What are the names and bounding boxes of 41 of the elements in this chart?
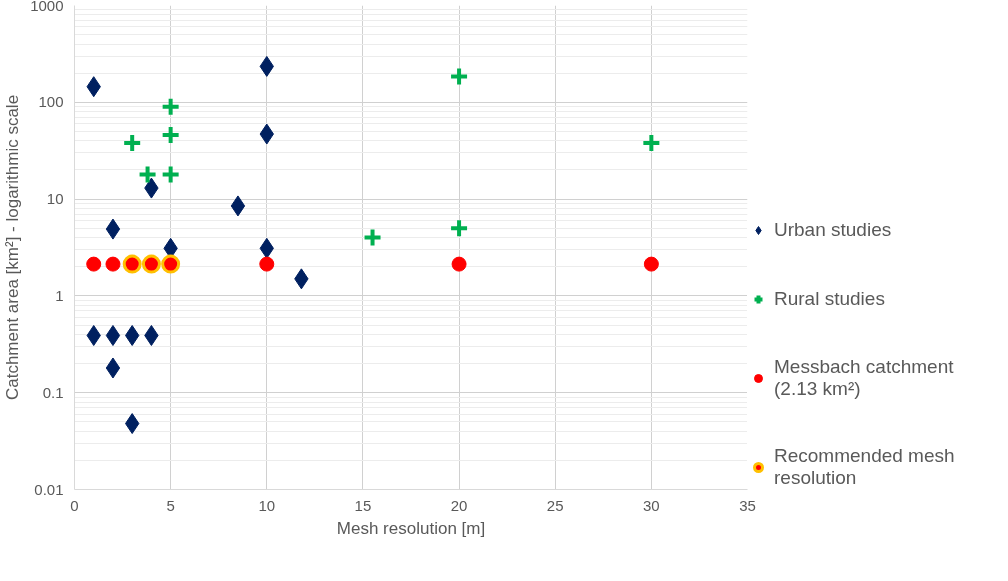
- point: [105, 357, 121, 379]
- point: [86, 256, 102, 272]
- point: [122, 132, 143, 153]
- y-tick-label: 0.01: [34, 480, 64, 498]
- x-tick-label: 25: [546, 496, 564, 514]
- x-tick-label: 10: [258, 496, 276, 514]
- point: [449, 66, 470, 87]
- y-tick-label: 0.1: [42, 383, 64, 401]
- y-tick-label: 1: [55, 286, 64, 304]
- point: [161, 254, 181, 274]
- x-tick-label: 5: [166, 496, 175, 514]
- y-axis-title: Catchment area [km²] - logarithmic scale: [3, 94, 23, 401]
- x-tick-label: 0: [70, 496, 79, 514]
- point: [160, 96, 181, 117]
- legend-label: Rural studies: [774, 287, 885, 311]
- point: [122, 254, 142, 274]
- point: [451, 256, 467, 272]
- y-tick-label: 10: [46, 190, 64, 208]
- x-tick-label: 15: [354, 496, 372, 514]
- x-tick-label: 35: [739, 496, 756, 514]
- point: [230, 195, 246, 217]
- legend-label: Urban studies: [774, 218, 892, 242]
- point: [105, 324, 121, 346]
- point: [160, 164, 181, 185]
- point: [137, 164, 158, 185]
- x-tick-label: 20: [450, 496, 468, 514]
- x-tick-label: 30: [643, 496, 660, 514]
- point: [641, 132, 662, 153]
- point: [362, 227, 383, 248]
- y-tick-label: 100: [38, 93, 64, 111]
- point: [105, 256, 121, 272]
- point: [449, 218, 470, 239]
- point: [105, 218, 121, 240]
- x-axis-title: Mesh resolution [m]: [336, 518, 486, 538]
- legend-label: Messbach catchment (2.13 km²): [774, 356, 954, 400]
- point: [259, 256, 275, 272]
- legend-label: Recommended mesh resolution: [774, 445, 955, 489]
- point: [141, 254, 161, 274]
- y-tick-label: 1000: [30, 0, 64, 14]
- point: [643, 256, 659, 272]
- point: [160, 124, 181, 145]
